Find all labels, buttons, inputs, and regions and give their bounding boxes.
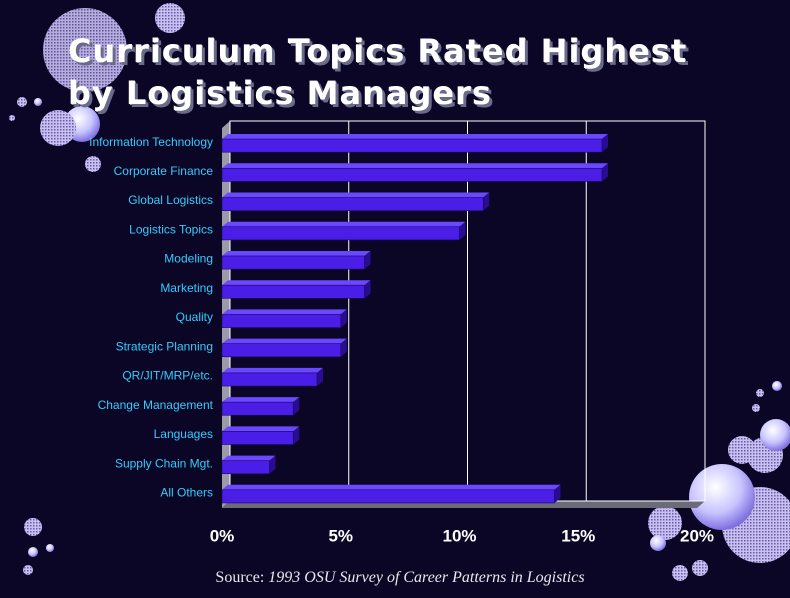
bar-side [293, 397, 300, 416]
bar [221, 343, 342, 358]
bar [221, 255, 365, 270]
bar-top [222, 134, 608, 140]
bar-side [602, 163, 608, 182]
bar-side [340, 338, 347, 357]
x-tick-label: 10% [442, 526, 476, 545]
bar-top [222, 338, 347, 344]
y-tick-label: All Others [160, 486, 213, 500]
bar [221, 489, 555, 504]
bar [221, 431, 294, 445]
source-text: 1993 OSU Survey of Career Patterns in Lo… [268, 569, 584, 586]
x-tick-label: 0% [210, 526, 235, 545]
bar-top [222, 192, 490, 198]
bar-top [222, 280, 371, 286]
bar-side [602, 134, 608, 153]
bar [221, 226, 460, 241]
bar-side [554, 484, 561, 503]
y-tick-label: Supply Chain Mgt. [115, 456, 213, 470]
y-tick-label: Global Logistics [128, 193, 213, 207]
y-tick-label: Languages [154, 427, 213, 441]
bar-top [222, 163, 608, 169]
y-tick-label: Marketing [160, 281, 213, 295]
bar-side [459, 221, 466, 240]
source-label: Source: [215, 569, 264, 586]
chart-title: Curriculum Topics Rated Highest by Logis… [68, 32, 688, 112]
y-tick-label: Modeling [164, 252, 213, 266]
y-tick-label: Logistics Topics [129, 222, 213, 236]
bar-side [269, 455, 276, 474]
bar-side [340, 309, 347, 328]
x-tick-label: 5% [328, 526, 353, 545]
bar [221, 197, 484, 211]
bar-side [293, 426, 300, 445]
y-tick-label: Change Management [98, 398, 214, 412]
bar [221, 372, 318, 387]
bar-top [222, 397, 300, 403]
decoration [9, 3, 790, 581]
bar [221, 460, 270, 475]
y-tick-label: Corporate Finance [114, 164, 214, 178]
bar-side [483, 192, 490, 211]
bar-side [364, 280, 371, 299]
bar-top [222, 367, 323, 373]
y-tick-label: Information Technology [89, 135, 213, 149]
bar [221, 284, 365, 299]
x-tick-label: 20% [680, 526, 714, 545]
bar-side [317, 367, 323, 387]
y-tick-label: Strategic Planning [116, 339, 213, 353]
bar-top [222, 221, 466, 227]
bar [221, 314, 342, 328]
bar-top [222, 426, 300, 432]
y-tick-label: QR/JIT/MRP/etc. [122, 369, 213, 383]
source-note: Source: 1993 OSU Survey of Career Patter… [215, 569, 584, 586]
bar [221, 138, 603, 153]
bar [221, 401, 294, 416]
bar [221, 167, 603, 182]
bar-side [364, 250, 371, 270]
x-tick-label: 15% [561, 526, 595, 545]
bar-top [222, 309, 347, 315]
bar-top [222, 250, 371, 256]
bar-top [222, 455, 276, 461]
bar-top [222, 484, 561, 490]
y-tick-label: Quality [176, 310, 213, 324]
